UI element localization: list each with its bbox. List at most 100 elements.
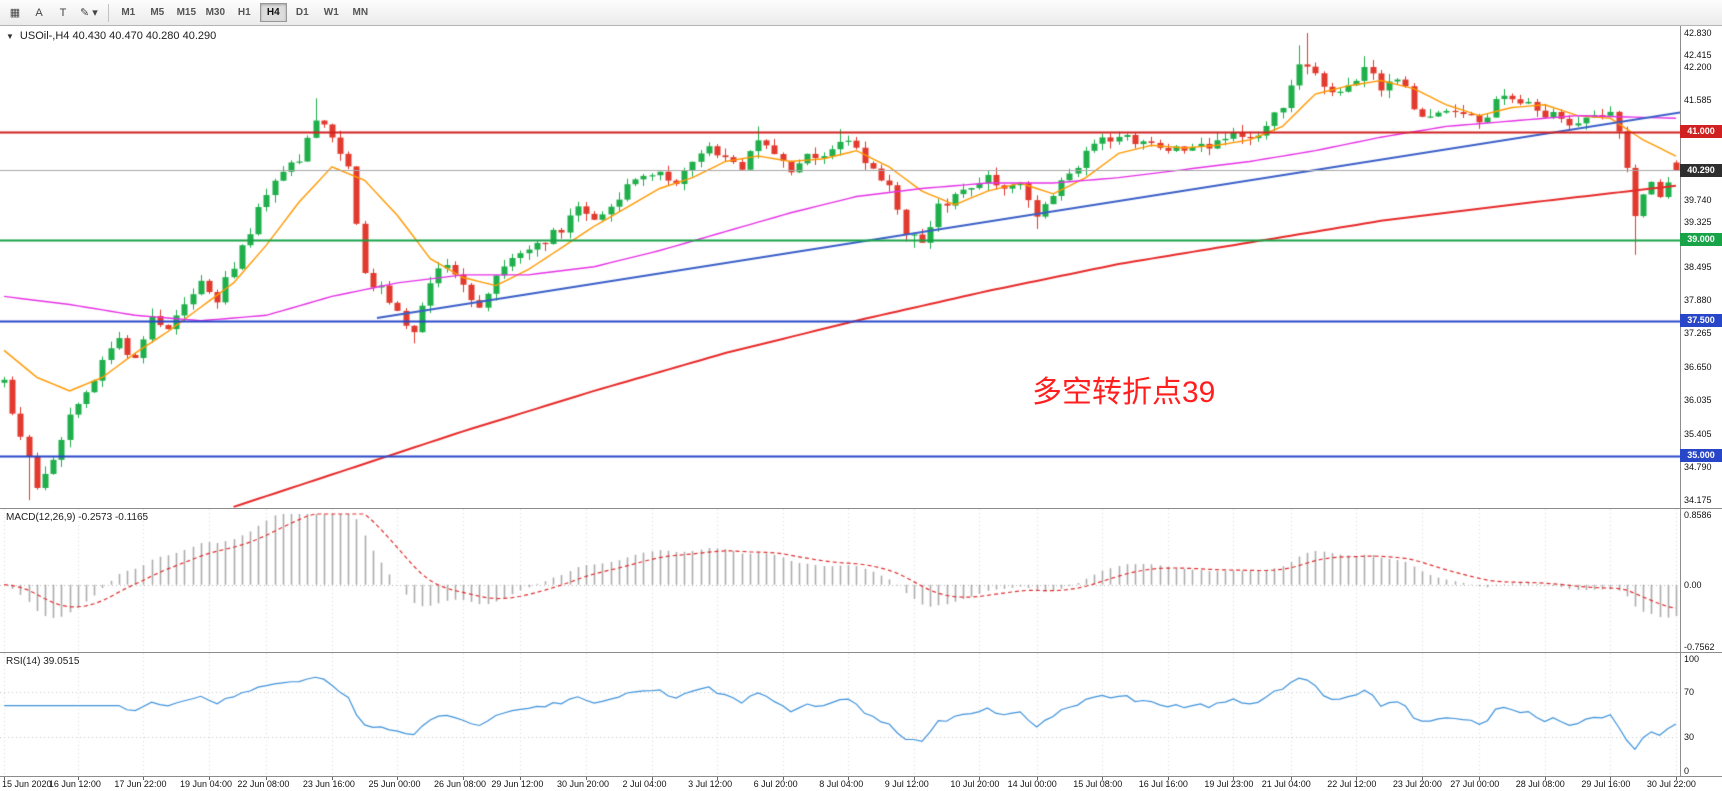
rsi-level-30: 30 — [1684, 731, 1695, 742]
time-axis-label: 30 Jun 20:00 — [556, 779, 609, 789]
time-axis-tick — [1610, 777, 1611, 780]
chart-title-text: USOil-,H4 40.430 40.470 40.280 40.290 — [19, 30, 217, 42]
rsi-panel: RSI(14) 39.0515 — [0, 653, 1722, 777]
time-axis-tick — [1291, 777, 1292, 780]
rsi-level-70: 70 — [1684, 687, 1695, 698]
time-axis-label: 22 Jun 08:00 — [237, 779, 290, 789]
price-axis-tick: 34.175 — [1684, 495, 1712, 506]
price-axis-tick: 42.415 — [1684, 50, 1712, 61]
price-axis[interactable]: 42.830 42.415 42.200 41.585 39.740 39.325 38.4… — [1680, 26, 1722, 777]
toolbar: ▦ A T ✎ ▾ M1 M5 M15 M30 H1 H4 D1 W1 MN — [0, 0, 1722, 26]
time-axis-label: 9 Jul 12:00 — [884, 779, 929, 789]
price-axis-tick: 38.495 — [1684, 262, 1712, 272]
text-tool-button[interactable]: T — [59, 6, 67, 19]
price-axis-tick: 39.740 — [1684, 194, 1712, 205]
time-axis-label: 10 Jul 20:00 — [950, 779, 1000, 789]
time-axis-label: 29 Jun 12:00 — [491, 779, 544, 789]
time-axis-label: 30 Jul 22:00 — [1646, 779, 1696, 789]
time-axis-label: 25 Jun 00:00 — [368, 779, 421, 789]
timeframe-m15-button[interactable]: M15 — [176, 7, 197, 18]
time-axis-label: 19 Jun 04:00 — [179, 779, 233, 789]
price-axis-tick: 41.585 — [1684, 95, 1712, 106]
time-axis-label: 19 Jul 23:00 — [1204, 779, 1254, 789]
timeframe-h4-button[interactable]: H4 — [259, 3, 287, 22]
time-axis-label: 23 Jun 16:00 — [302, 779, 355, 789]
chart-title: ▼ USOil-,H4 40.430 40.470 40.280 40.290 — [6, 30, 216, 42]
time-axis-tick — [1168, 777, 1169, 780]
rsi-axis-max: 100 — [1684, 654, 1700, 664]
rsi-axis-min: 0 — [1684, 766, 1690, 776]
time-axis-tick — [397, 777, 398, 780]
price-line-badge: 35.000 — [1680, 449, 1722, 463]
price-line-badge: 39.000 — [1680, 233, 1722, 247]
time-axis-tick — [586, 777, 587, 780]
toolbar-separator — [107, 3, 109, 22]
timeframe-mn-button[interactable]: MN — [352, 7, 369, 18]
timeframe-m5-button[interactable]: M5 — [150, 7, 165, 18]
timeframe-m30-button[interactable]: M30 — [205, 7, 226, 18]
time-axis-label: 15 Jul 08:00 — [1073, 779, 1123, 789]
price-axis-tick: 39.325 — [1684, 217, 1712, 228]
time-axis-tick — [979, 777, 980, 780]
time-axis-tick — [1233, 777, 1234, 780]
time-axis-tick — [332, 777, 333, 780]
time-axis-tick — [652, 777, 653, 780]
time-axis-tick — [78, 777, 79, 780]
time-axis-tick — [143, 777, 144, 780]
timeframe-w1-button[interactable]: W1 — [323, 7, 339, 18]
time-axis-tick — [520, 777, 521, 780]
time-axis-label: 3 Jul 12:00 — [688, 779, 733, 789]
indicators-icon[interactable]: ▦ — [9, 7, 21, 19]
timeframe-d1-button[interactable]: D1 — [295, 7, 309, 18]
main-chart-panel: ▼ USOil-,H4 40.430 40.470 40.280 40.290 … — [0, 26, 1722, 509]
current-price-badge: 40.290 — [1680, 163, 1722, 177]
price-axis-tick: 36.035 — [1684, 394, 1712, 405]
time-axis-label: 21 Jul 04:00 — [1261, 779, 1311, 789]
one-click-trading-arrow[interactable]: ▼ — [6, 31, 14, 41]
annotation-a-button[interactable]: A — [35, 6, 43, 19]
time-axis-tick — [1545, 777, 1546, 780]
price-line-badge: 41.000 — [1680, 125, 1722, 139]
time-axis-tick — [4, 777, 5, 780]
time-axis-label: 28 Jul 08:00 — [1515, 779, 1565, 789]
time-axis-tick — [783, 777, 784, 780]
macd-axis-min: -0.7562 — [1684, 642, 1715, 652]
chart-annotation-text[interactable]: 多空转折点39 — [1032, 376, 1216, 409]
time-axis[interactable]: 15 Jun 2020 16 Jun 12:00 17 Jun 22:00 19 Ju… — [0, 777, 1722, 791]
macd-axis-max: 0.8586 — [1684, 510, 1712, 520]
time-axis-label: 2 Jul 04:00 — [622, 779, 667, 789]
time-axis-tick — [1479, 777, 1480, 780]
time-axis-tick — [1676, 777, 1677, 780]
time-axis-label: 17 Jun 22:00 — [114, 779, 167, 789]
time-axis-label: 15 Jun 2020 — [2, 779, 52, 789]
time-axis-tick — [1037, 777, 1038, 780]
time-axis-label: 29 Jul 16:00 — [1581, 779, 1631, 789]
time-axis-tick — [266, 777, 267, 780]
macd-chart-canvas[interactable] — [0, 509, 1680, 652]
toolbar-tools-group: ▦ A T ✎ ▾ — [4, 3, 102, 23]
time-axis-label: 26 Jun 08:00 — [434, 779, 487, 789]
price-chart-canvas[interactable] — [0, 26, 1680, 508]
timeframe-m1-button[interactable]: M1 — [121, 7, 136, 18]
time-axis-tick — [1356, 777, 1357, 780]
macd-label: MACD(12,26,9) -0.2573 -0.1165 — [6, 512, 149, 523]
price-axis-tick: 42.200 — [1684, 62, 1712, 73]
timeframe-buttons-group: M1 M5 M15 M30 H1 H4 D1 W1 MN — [115, 3, 374, 22]
price-axis-tick: 42.830 — [1684, 28, 1712, 39]
time-axis-tick — [463, 777, 464, 780]
time-axis-tick — [1422, 777, 1423, 780]
time-axis-label: 16 Jul 16:00 — [1138, 779, 1188, 789]
time-axis-tick — [1102, 777, 1103, 780]
time-axis-label: 22 Jul 12:00 — [1327, 779, 1377, 789]
time-axis-label: 8 Jul 04:00 — [819, 779, 864, 789]
time-axis-label: 23 Jul 20:00 — [1392, 779, 1442, 789]
rsi-chart-canvas[interactable] — [0, 653, 1680, 776]
time-axis-tick — [914, 777, 915, 780]
price-line-badge: 37.500 — [1680, 314, 1722, 328]
timeframe-h1-button[interactable]: H1 — [237, 7, 251, 18]
price-axis-tick: 37.265 — [1684, 328, 1712, 339]
draw-tools-button[interactable]: ✎ ▾ — [80, 7, 98, 19]
price-axis-tick: 35.405 — [1684, 428, 1712, 439]
time-axis-label: 6 Jul 20:00 — [753, 779, 798, 789]
